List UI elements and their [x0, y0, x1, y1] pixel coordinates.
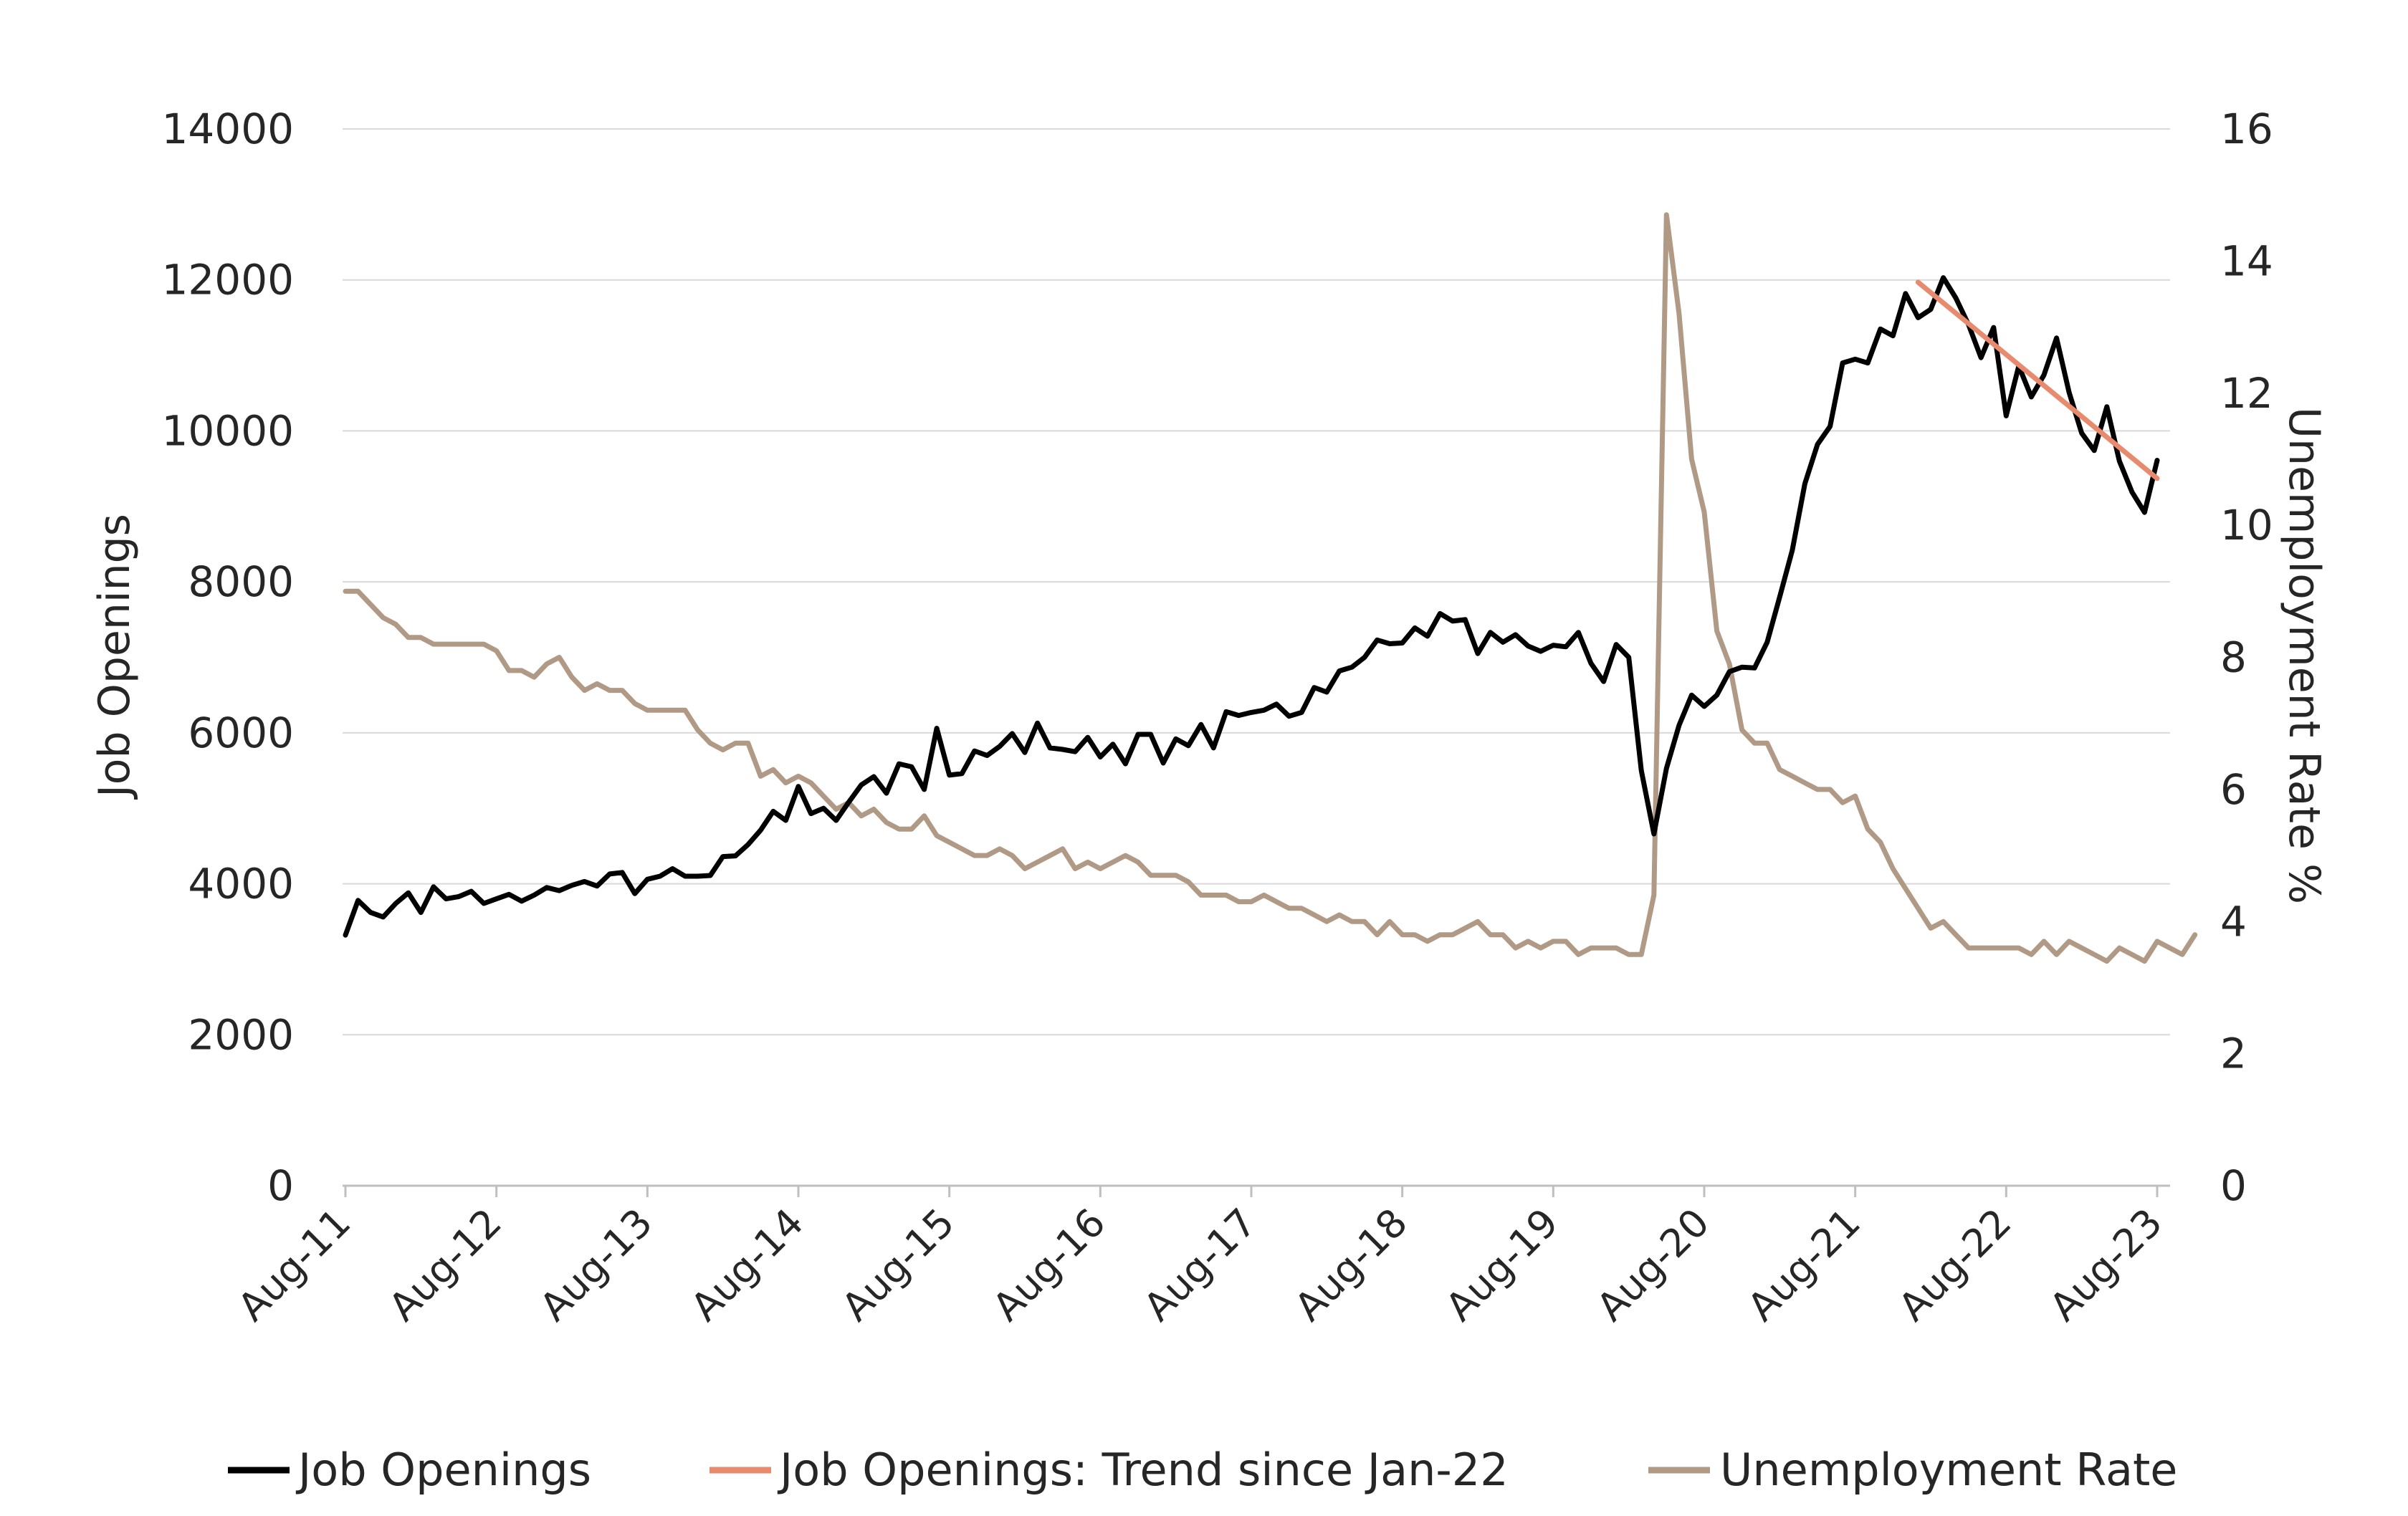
series-line-2 [343, 212, 2198, 964]
y-right-tick-label: 6 [2220, 765, 2247, 814]
x-tick-label: Aug-15 [833, 1200, 962, 1330]
x-tick-label: Aug-11 [229, 1200, 359, 1330]
y-left-tick-label: 6000 [188, 709, 294, 757]
x-tick-label: Aug-23 [2041, 1200, 2171, 1330]
legend-label-1: Job Openings: Trend since Jan-22 [777, 1444, 1509, 1496]
y-right-tick-label: 12 [2220, 369, 2273, 418]
y-axis-right-title: Unemployment Rate % [2279, 407, 2329, 904]
series-line-0 [343, 275, 2160, 938]
y-left-tick-label: 8000 [188, 557, 294, 606]
legend-label-2: Unemployment Rate [1720, 1444, 2177, 1496]
x-tick-label: Aug-19 [1437, 1200, 1567, 1330]
x-tick-label: Aug-14 [682, 1200, 812, 1330]
y-right-tick-label: 14 [2220, 236, 2273, 285]
gridlines [343, 128, 2170, 1036]
x-tick-label: Aug-21 [1739, 1200, 1868, 1330]
y-axis-left-title: Job Openings [90, 514, 140, 800]
legend: Job Openings Job Openings: Trend since Ja… [228, 1444, 2177, 1496]
y-left-tick-label: 10000 [161, 406, 294, 455]
series-lines [343, 212, 2198, 964]
y-left-tick-label: 4000 [188, 860, 294, 908]
x-tick-label: Aug-17 [1135, 1200, 1265, 1330]
y-axis-right: 0 2 4 6 8 10 12 14 16 [2220, 105, 2273, 1210]
y-right-tick-label: 10 [2220, 501, 2273, 550]
y-right-tick-label: 4 [2220, 897, 2247, 946]
x-tick-label: Aug-13 [531, 1200, 661, 1330]
y-left-tick-label: 14000 [161, 105, 294, 153]
y-left-tick-label: 0 [267, 1161, 294, 1210]
x-tick-label: Aug-20 [1588, 1200, 1718, 1330]
series-line-1 [1915, 279, 2160, 481]
x-tick-label: Aug-12 [380, 1200, 510, 1330]
y-axis-left: 0 2000 4000 6000 8000 10000 12000 14000 [161, 105, 294, 1210]
x-tick-label: Aug-18 [1286, 1200, 1415, 1330]
y-right-tick-label: 2 [2220, 1030, 2247, 1078]
x-axis: Aug-11 Aug-12 Aug-13 Aug-14 Aug-15 Aug-16 Aug-… [229, 1184, 2171, 1330]
y-right-tick-label: 0 [2220, 1161, 2247, 1210]
x-tick-label: Aug-22 [1890, 1200, 2020, 1330]
y-right-tick-label: 8 [2220, 633, 2247, 682]
y-left-tick-label: 12000 [161, 256, 294, 304]
x-tick-label: Aug-16 [984, 1200, 1114, 1330]
y-right-tick-label: 16 [2220, 105, 2273, 153]
y-left-tick-label: 2000 [188, 1010, 294, 1059]
legend-label-0: Job Openings [295, 1444, 591, 1496]
